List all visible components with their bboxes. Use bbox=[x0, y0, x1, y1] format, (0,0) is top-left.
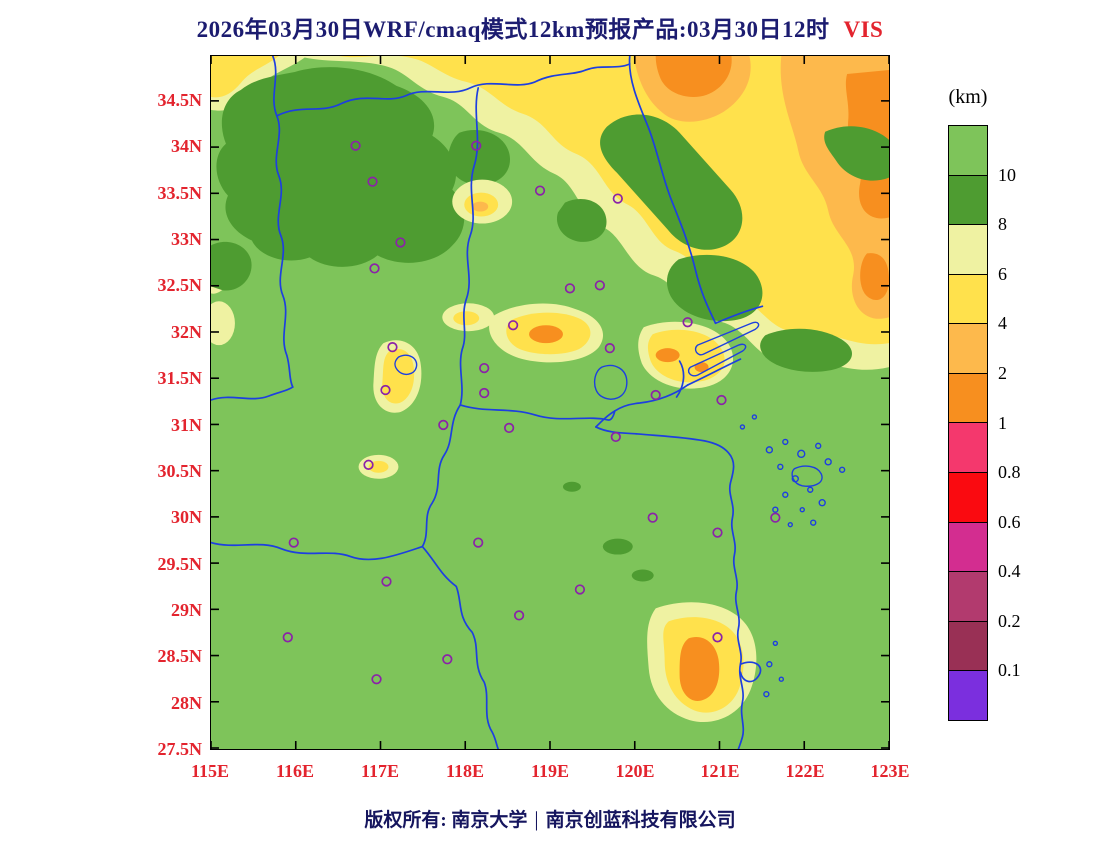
axis-ticks bbox=[211, 56, 889, 749]
station-marker bbox=[610, 431, 621, 443]
lat-tick-label: 33N bbox=[171, 229, 202, 250]
colorbar-swatch bbox=[949, 324, 987, 374]
colorbar-tick-label: 10 bbox=[998, 164, 1016, 185]
station-marker bbox=[363, 459, 374, 470]
station-marker bbox=[534, 185, 546, 196]
lat-tick-label: 28.5N bbox=[157, 646, 203, 667]
station-marker bbox=[395, 237, 406, 248]
station-markers bbox=[282, 140, 781, 685]
station-marker bbox=[371, 674, 382, 685]
station-marker bbox=[770, 512, 781, 523]
station-marker bbox=[712, 632, 723, 643]
lat-tick-label: 31.5N bbox=[157, 368, 203, 389]
station-marker bbox=[471, 140, 482, 151]
colorbar-tick-label: 0.2 bbox=[998, 610, 1021, 631]
islands-and-lakes bbox=[394, 354, 846, 698]
station-marker bbox=[604, 343, 615, 354]
station-marker bbox=[574, 584, 586, 595]
copyright-divider: | bbox=[534, 807, 539, 831]
lon-tick-label: 121E bbox=[700, 761, 740, 781]
lat-tick-label: 29.5N bbox=[157, 553, 203, 574]
station-marker bbox=[367, 176, 378, 187]
colorbar-swatch bbox=[949, 175, 987, 226]
station-marker bbox=[387, 342, 398, 353]
colorbar-tick-label: 0.8 bbox=[998, 462, 1021, 483]
station-marker bbox=[288, 537, 299, 548]
lat-tick-label: 34N bbox=[171, 136, 202, 157]
colorbar-swatch bbox=[949, 621, 987, 672]
lat-tick-label: 31N bbox=[171, 414, 202, 435]
station-marker bbox=[513, 610, 525, 621]
lon-tick-label: 123E bbox=[870, 761, 910, 781]
visibility-field bbox=[211, 56, 889, 749]
colorbar-swatch bbox=[949, 126, 987, 176]
lat-tick-label: 33.5N bbox=[157, 182, 203, 203]
station-marker bbox=[682, 317, 693, 328]
station-marker bbox=[442, 654, 453, 665]
colorbar-tick-label: 0.6 bbox=[998, 511, 1021, 532]
colorbar-swatch bbox=[949, 473, 987, 523]
station-marker bbox=[350, 140, 361, 151]
colorbar-tick-label: 2 bbox=[998, 362, 1007, 383]
lat-tick-label: 32.5N bbox=[157, 275, 203, 296]
lat-tick-label: 29N bbox=[171, 599, 202, 620]
colorbar-swatch bbox=[949, 274, 987, 325]
station-marker bbox=[282, 632, 293, 643]
station-marker bbox=[650, 389, 661, 401]
forecast-map bbox=[210, 55, 890, 750]
lat-tick-label: 28N bbox=[171, 692, 202, 713]
colorbar-swatch bbox=[949, 423, 987, 474]
station-marker bbox=[647, 512, 658, 523]
colorbar-swatch bbox=[949, 225, 987, 275]
station-marker bbox=[716, 394, 727, 406]
colorbar-unit: (km) bbox=[948, 86, 988, 108]
colorbar-swatch bbox=[949, 671, 987, 720]
lon-tick-label: 117E bbox=[360, 761, 399, 781]
station-marker bbox=[612, 193, 623, 204]
lon-tick-label: 118E bbox=[445, 761, 484, 781]
station-marker bbox=[381, 576, 392, 587]
colorbar-tick-label: 1 bbox=[998, 412, 1007, 433]
station-marker bbox=[380, 384, 391, 396]
station-marker bbox=[712, 527, 723, 538]
station-marker bbox=[503, 422, 515, 434]
station-marker bbox=[564, 283, 576, 294]
province-boundaries-and-coastline bbox=[211, 56, 764, 749]
lat-tick-label: 30N bbox=[171, 507, 202, 528]
colorbar-swatch bbox=[949, 572, 987, 622]
colorbar-swatch bbox=[949, 373, 987, 424]
station-marker bbox=[438, 419, 449, 431]
title-variable: VIS bbox=[843, 17, 884, 42]
colorbar-swatch bbox=[949, 522, 987, 573]
station-marker bbox=[369, 263, 380, 274]
colorbar-tick-label: 0.1 bbox=[998, 660, 1021, 681]
copyright: 版权所有: 南京大学 | 南京创蓝科技有限公司 bbox=[0, 805, 1100, 832]
station-marker bbox=[507, 320, 519, 331]
lon-tick-label: 122E bbox=[785, 761, 825, 781]
lon-tick-label: 119E bbox=[530, 761, 569, 781]
colorbar-tick-label: 6 bbox=[998, 263, 1007, 284]
colorbar bbox=[948, 125, 988, 721]
copyright-owner: 版权所有: 南京大学 bbox=[364, 810, 528, 831]
lat-tick-label: 30.5N bbox=[157, 460, 203, 481]
page-title: 2026年03月30日WRF/cmaq模式12km预报产品:03月30日12时 V… bbox=[0, 10, 1080, 44]
station-marker bbox=[479, 387, 490, 399]
lon-tick-label: 115E bbox=[190, 761, 229, 781]
colorbar-tick-label: 8 bbox=[998, 214, 1007, 235]
lon-tick-label: 120E bbox=[615, 761, 655, 781]
title-text: 2026年03月30日WRF/cmaq模式12km预报产品:03月30日12时 bbox=[196, 17, 830, 42]
copyright-company: 南京创蓝科技有限公司 bbox=[545, 810, 736, 831]
colorbar-tick-label: 0.4 bbox=[998, 561, 1021, 582]
lat-tick-label: 32N bbox=[171, 321, 202, 342]
station-marker bbox=[479, 362, 490, 374]
station-marker bbox=[594, 280, 605, 291]
lat-tick-label: 34.5N bbox=[157, 90, 203, 110]
lon-tick-label: 116E bbox=[275, 761, 314, 781]
colorbar-tick-label: 4 bbox=[998, 313, 1007, 334]
station-marker bbox=[473, 537, 484, 548]
lat-tick-label: 27.5N bbox=[157, 739, 203, 760]
